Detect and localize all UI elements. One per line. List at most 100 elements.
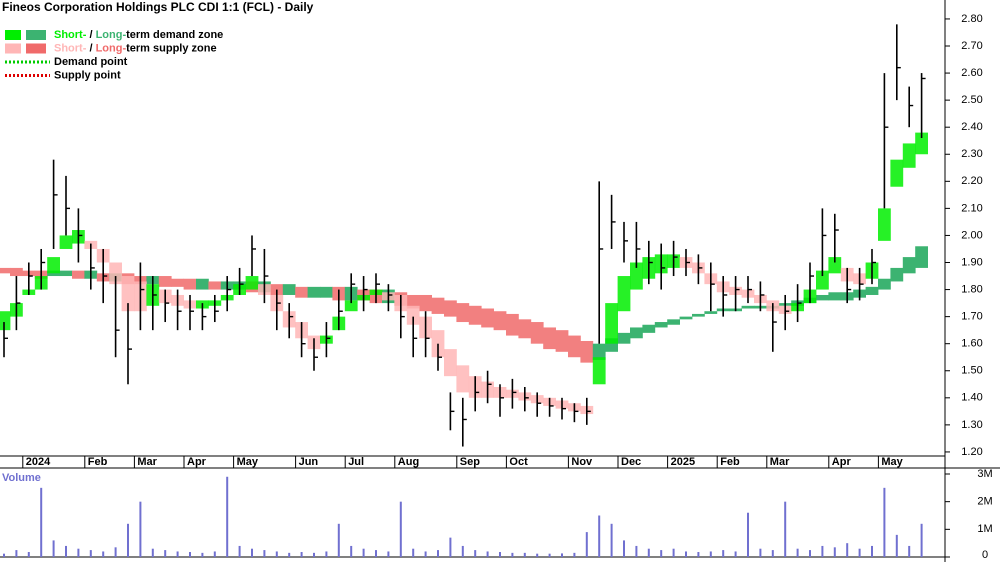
legend-part: Long- [96, 42, 127, 54]
volume-bar [734, 551, 737, 557]
y-tick-label: 1.30 [961, 419, 982, 431]
y-tick-label: 1.20 [961, 446, 982, 458]
long-zone [0, 267, 11, 274]
long-zone [320, 286, 333, 298]
long-zone [419, 294, 432, 312]
long-zone [617, 332, 631, 344]
volume-bar [362, 548, 365, 557]
volume-bar [226, 476, 229, 557]
legend-part: Short- [54, 29, 87, 41]
legend-part: / [86, 42, 95, 54]
volume-bar [796, 548, 799, 557]
legend-part: Long- [96, 29, 127, 41]
long-zone [915, 246, 928, 268]
short-zone [828, 257, 842, 274]
x-tick-label: May [237, 456, 259, 468]
volume-bar [437, 550, 439, 557]
long-zone [171, 278, 184, 287]
volume-bar [176, 551, 179, 557]
long-zone [642, 324, 656, 333]
volume-bar [523, 552, 526, 557]
volume-bar [189, 552, 191, 557]
legend-swatch [26, 30, 46, 40]
legend-label: Short- / Long-term demand zone [54, 29, 223, 41]
short-zone [444, 349, 457, 377]
volume-bar [561, 553, 563, 557]
volume-bar [40, 487, 43, 557]
volume-bar [337, 523, 340, 557]
short-zone [902, 143, 916, 168]
legend-swatch [26, 43, 46, 54]
long-zone [282, 284, 296, 295]
short-zone [816, 270, 829, 290]
x-tick-label: Aug [398, 456, 419, 468]
long-zone [295, 286, 308, 298]
volume-bar [151, 548, 154, 557]
volume-bar [548, 553, 551, 557]
short-zone [878, 208, 891, 241]
x-tick-label: Dec [621, 456, 641, 468]
volume-bar [164, 550, 167, 557]
volume-bar [672, 548, 675, 557]
short-zone [592, 357, 606, 385]
long-zone [902, 257, 916, 274]
long-zone [59, 270, 73, 277]
short-zone [605, 303, 618, 344]
y-tick-label: 1M [977, 523, 992, 535]
volume-bar [920, 523, 923, 557]
long-zone [481, 308, 494, 328]
short-zone [344, 300, 358, 312]
long-zone [506, 313, 519, 336]
long-zone [816, 294, 829, 301]
volume-bar [412, 548, 415, 557]
y-tick-label: 2M [977, 496, 992, 508]
volume-bar [784, 501, 787, 557]
volume-bar [449, 537, 452, 557]
long-zone [183, 278, 197, 290]
legend-label: Demand point [54, 56, 128, 68]
x-tick-label: May [881, 456, 903, 468]
y-tick-label: 3M [977, 468, 992, 480]
volume-bar [883, 487, 886, 557]
volume-bar [399, 501, 402, 557]
long-zone [741, 305, 755, 309]
y-tick-label: 1.90 [961, 256, 982, 268]
long-zone [307, 286, 321, 298]
x-tick-label: 2024 [26, 456, 51, 468]
volume-bar [139, 501, 142, 557]
volume-bar [251, 548, 253, 557]
legend-swatch [5, 30, 21, 40]
long-zone [878, 278, 891, 290]
volume-bar [474, 550, 477, 557]
short-zone [617, 276, 631, 312]
short-zone [406, 305, 420, 325]
x-tick-label: Jul [348, 456, 364, 468]
volume-bar [499, 552, 501, 557]
x-tick-label: Jun [299, 456, 319, 468]
volume-bar [585, 532, 588, 557]
volume-bar [424, 551, 427, 557]
volume-bar [486, 551, 489, 557]
y-tick-label: 1.70 [961, 311, 982, 323]
volume-bar [65, 545, 67, 557]
long-zone [667, 319, 680, 325]
volume-bar [300, 552, 303, 557]
volume-bar [759, 548, 762, 557]
y-tick-label: 2.60 [961, 67, 982, 79]
x-tick-label: Oct [509, 456, 528, 468]
long-zone [580, 340, 594, 363]
short-zone [915, 132, 928, 155]
x-tick-label: Mar [137, 456, 157, 468]
long-zone [158, 276, 172, 287]
volume-bar [102, 551, 105, 557]
long-zone [828, 292, 842, 301]
volume-bar [895, 534, 898, 557]
volume-bar [747, 512, 749, 557]
volume-bar [647, 548, 650, 557]
volume-bar [52, 540, 55, 557]
long-zone [592, 343, 606, 360]
volume-bar [858, 548, 861, 557]
volume-bar [573, 552, 576, 557]
short-zone [630, 262, 643, 290]
